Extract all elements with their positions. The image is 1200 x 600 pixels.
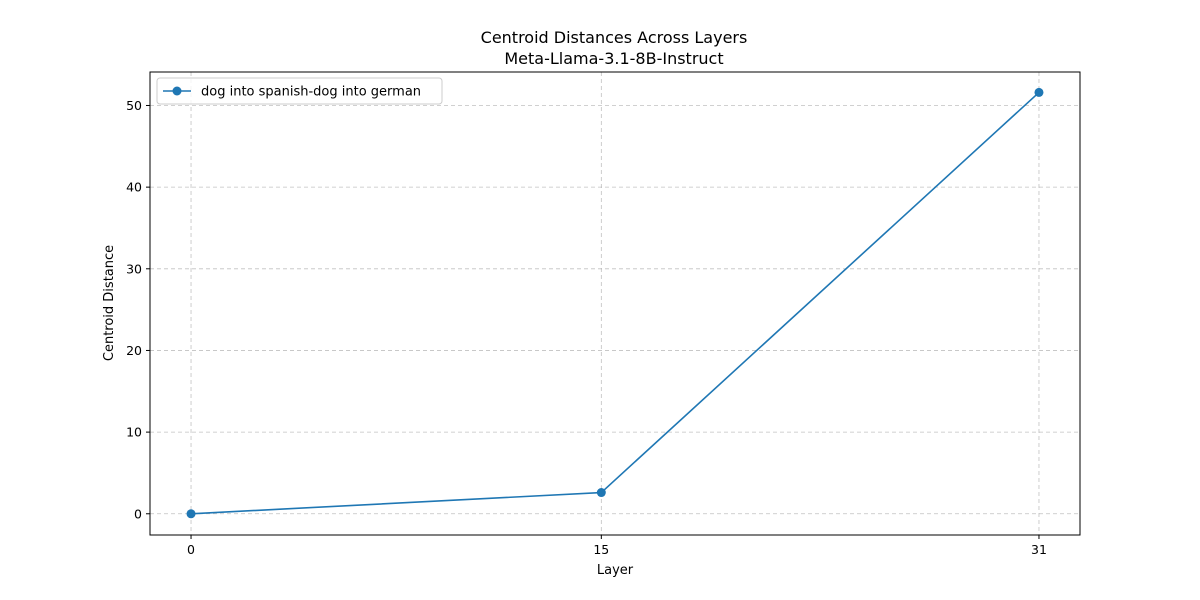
grid-lines — [150, 72, 1080, 535]
legend-box — [156, 77, 443, 105]
series-layer — [186, 87, 1044, 519]
chart-subtitle: Meta-Llama-3.1-8B-Instruct — [504, 49, 723, 68]
y-tick-label: 20 — [126, 343, 142, 358]
x-tick-label: 31 — [1031, 542, 1047, 557]
plot-area-frame — [149, 71, 1081, 536]
x-tick-label: 0 — [187, 542, 195, 557]
chart-title: Centroid Distances Across Layers — [481, 28, 748, 47]
legend-entry-label: dog into spanish-dog into german — [201, 85, 421, 100]
y-axis-label: Centroid Distance — [102, 245, 117, 361]
y-tick-label: 50 — [126, 98, 142, 113]
legend-marker-swatch — [172, 86, 182, 96]
x-tick-label: 15 — [593, 542, 609, 557]
y-tick-label: 40 — [126, 180, 142, 195]
data-point — [1034, 87, 1044, 97]
y-tick-label: 0 — [134, 506, 142, 521]
y-tick-label: 10 — [126, 425, 142, 440]
y-tick-label: 30 — [126, 261, 142, 276]
x-axis-label: Layer — [597, 563, 634, 578]
axis-ticks: 0 15 31 0 10 20 30 40 50 — [126, 98, 1047, 557]
data-point — [596, 488, 606, 498]
legend: dog into spanish-dog into german — [156, 77, 443, 105]
data-point — [186, 509, 196, 519]
